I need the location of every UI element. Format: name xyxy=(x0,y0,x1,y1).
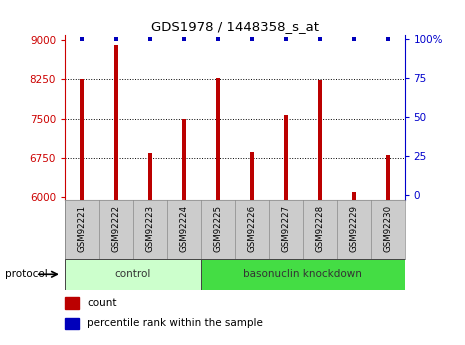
Bar xyxy=(318,80,322,345)
Bar xyxy=(80,79,84,345)
Point xyxy=(214,37,221,42)
Text: GSM92222: GSM92222 xyxy=(112,205,120,252)
Bar xyxy=(114,45,118,345)
Text: basonuclin knockdown: basonuclin knockdown xyxy=(243,269,362,279)
Point xyxy=(78,37,86,42)
Text: GSM92227: GSM92227 xyxy=(281,205,290,252)
Text: GSM92229: GSM92229 xyxy=(349,205,358,252)
Bar xyxy=(65,259,201,290)
Bar xyxy=(148,153,152,345)
Bar xyxy=(201,259,405,290)
Bar xyxy=(65,318,79,329)
Bar xyxy=(216,78,220,345)
Text: protocol: protocol xyxy=(5,269,47,279)
Point xyxy=(112,37,120,42)
Bar xyxy=(250,152,254,345)
Text: count: count xyxy=(87,298,117,308)
Bar xyxy=(352,192,356,345)
Point xyxy=(316,37,324,42)
Point xyxy=(248,37,255,42)
Point xyxy=(180,37,187,42)
Text: GSM92224: GSM92224 xyxy=(179,205,188,252)
Bar xyxy=(284,116,288,345)
Text: GSM92223: GSM92223 xyxy=(146,205,154,252)
Point xyxy=(146,37,153,42)
Point xyxy=(384,37,391,42)
Text: GSM92225: GSM92225 xyxy=(213,205,222,252)
Text: percentile rank within the sample: percentile rank within the sample xyxy=(87,318,263,328)
Text: GSM92228: GSM92228 xyxy=(315,205,324,252)
Bar xyxy=(65,297,79,308)
Bar xyxy=(182,119,186,345)
Text: control: control xyxy=(115,269,151,279)
Bar xyxy=(385,155,390,345)
Point xyxy=(350,37,357,42)
Point xyxy=(282,37,289,42)
Text: GSM92230: GSM92230 xyxy=(383,205,392,252)
Text: GSM92226: GSM92226 xyxy=(247,205,256,252)
Text: GSM92221: GSM92221 xyxy=(78,205,86,252)
Title: GDS1978 / 1448358_s_at: GDS1978 / 1448358_s_at xyxy=(151,20,319,33)
